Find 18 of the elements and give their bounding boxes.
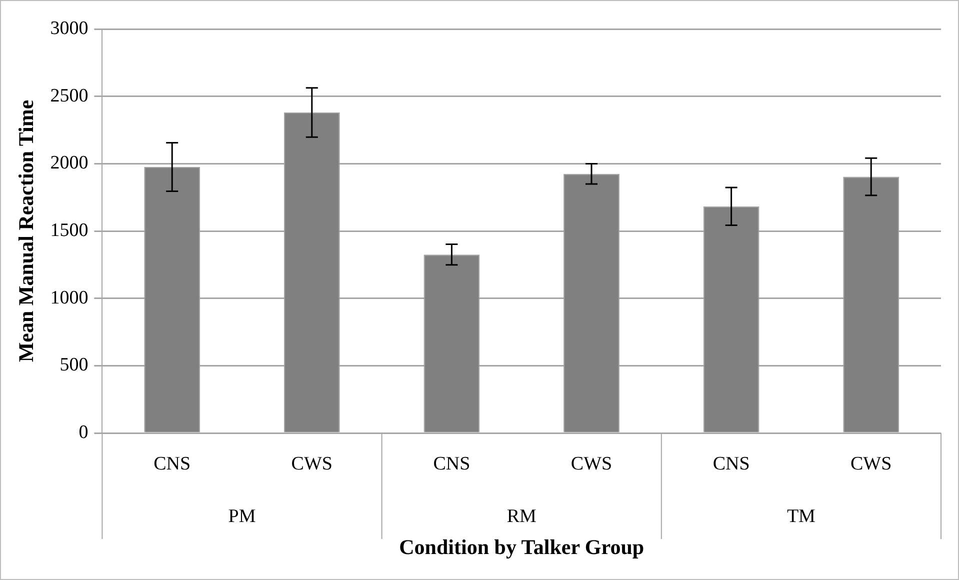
y-tick-label: 0 — [78, 422, 88, 443]
x-axis-title: Condition by Talker Group — [399, 534, 644, 559]
text: PM — [228, 506, 256, 527]
text: RM — [506, 506, 536, 527]
y-axis-title: Mean Manual Reaction Time — [14, 100, 38, 362]
y-tick-label: 1000 — [50, 287, 88, 308]
y-tick-label: 500 — [60, 354, 88, 376]
y-tick-label: 3000 — [50, 18, 88, 39]
x-tick-label: CNS — [154, 453, 191, 474]
x-tick-label: CNS — [712, 453, 750, 474]
y-tick-label: 1500 — [50, 220, 88, 241]
x-tick-label: CWS — [291, 453, 332, 474]
text: TM — [786, 506, 816, 527]
x-tick-label: CWS — [850, 453, 892, 474]
x-tick-label: CWS — [570, 453, 612, 474]
y-tick-label: 2500 — [50, 85, 88, 106]
x-tick-label: CNS — [433, 453, 470, 474]
y-tick-label: 2000 — [50, 152, 88, 174]
